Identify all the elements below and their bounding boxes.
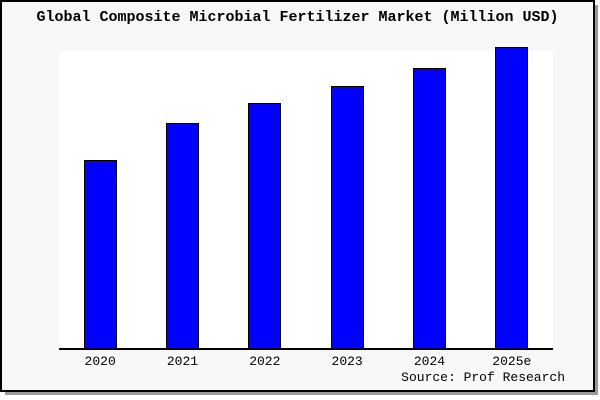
x-axis-labels: 2020 2021 2022 2023 2024 2025e xyxy=(59,354,553,369)
chart-frame: Global Composite Microbial Fertilizer Ma… xyxy=(0,0,595,392)
x-tick-label-2024: 2024 xyxy=(413,354,446,369)
bar-slot-2022 xyxy=(224,51,306,348)
bar-2022 xyxy=(248,103,282,348)
x-tick-label-2020: 2020 xyxy=(84,354,116,369)
source-note: Source: Prof Research xyxy=(401,370,565,385)
plot-area xyxy=(59,47,553,350)
bar-slot-2025e xyxy=(471,47,553,348)
bar-2025e xyxy=(495,47,529,348)
bar-2020 xyxy=(83,160,117,348)
bar-slot-2020 xyxy=(59,51,141,348)
x-tick-label-2021: 2021 xyxy=(166,354,199,369)
x-tick-label-2025e: 2025e xyxy=(492,354,532,369)
bar-2021 xyxy=(165,123,199,348)
x-tick-label-2023: 2023 xyxy=(331,354,363,369)
bar-2023 xyxy=(330,86,364,348)
bar-slot-2023 xyxy=(306,51,388,348)
bar-2024 xyxy=(412,68,446,348)
chart-title: Global Composite Microbial Fertilizer Ma… xyxy=(36,9,559,26)
bar-slot-2021 xyxy=(141,51,223,348)
x-tick-label-2022: 2022 xyxy=(249,354,281,369)
bar-slot-2024 xyxy=(388,51,470,348)
